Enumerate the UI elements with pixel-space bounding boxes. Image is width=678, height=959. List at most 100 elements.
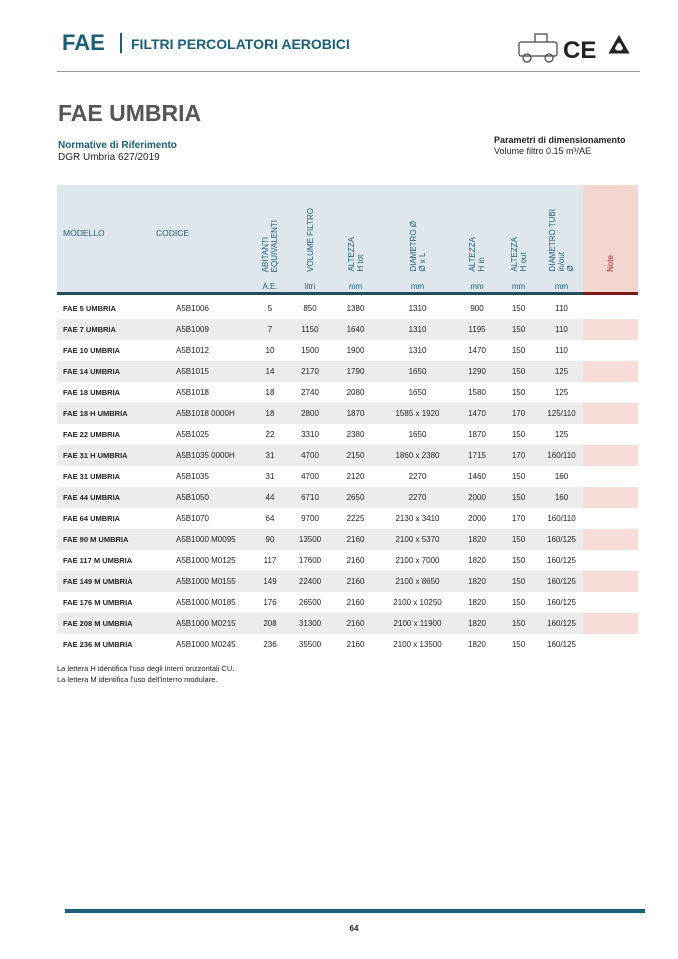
table-cell: 44: [253, 487, 287, 508]
table-row: FAE 5 UMBRIA A5B1006 5 850 1380 1310 900 150 110: [57, 294, 638, 320]
unit-cell: [150, 280, 253, 295]
title: FAE UMBRIA: [58, 100, 202, 126]
table-cell: 160/125: [547, 598, 576, 607]
table-cell: 900: [470, 304, 484, 313]
table-cell: 1195: [457, 319, 497, 340]
table-cell: 1500: [301, 346, 319, 355]
header-cell: ABITANTI EQUIVALENTI: [253, 185, 287, 280]
table-cell: 2650: [333, 487, 378, 508]
table-cell: 2160: [333, 613, 378, 634]
table-cell: 208: [253, 613, 287, 634]
page-number: 64: [349, 924, 359, 933]
brand: FAE: [62, 30, 105, 55]
table-cell: A5B1018 0000H: [150, 403, 253, 424]
table-cell: 160/110: [547, 514, 576, 523]
table-cell: 1580: [468, 388, 486, 397]
table-cell: 160: [540, 487, 583, 508]
table-cell: FAE 31 H UMBRIA: [57, 445, 150, 466]
table-cell: FAE 117 M UMBRIA: [63, 556, 133, 565]
table-cell: 2100 x 5370: [378, 529, 457, 550]
table-cell: A5B1000 M0095: [150, 529, 253, 550]
product-table: MODELLO CODICE ABITANTI EQUIVALENTI VOLUME F…: [57, 185, 638, 655]
table-cell: A5B1035: [176, 472, 209, 481]
table-cell: 4700: [301, 472, 319, 481]
unit-cell: mm: [540, 280, 583, 295]
table-cell: 1820: [457, 613, 497, 634]
table-cell: 150: [511, 346, 526, 355]
table-cell: 150: [497, 487, 540, 508]
table-cell: 31: [253, 445, 287, 466]
table-cell: FAE 208 M UMBRIA: [57, 613, 150, 634]
table-cell: 150: [497, 571, 540, 592]
table-cell: 2100 x 8650: [378, 571, 457, 592]
table-cell: 170: [511, 514, 526, 523]
table-cell: 160/125: [540, 613, 583, 634]
table-cell: 5: [267, 304, 273, 313]
table-cell: 26500: [298, 598, 322, 607]
table-row: FAE 31 H UMBRIA A5B1035 0000H 31 4700 2150 18…: [57, 445, 638, 466]
header-cell: ALTEZZA H in: [457, 185, 497, 280]
normative-label: Normative di Riferimento: [58, 140, 177, 151]
table-cell: 1715: [457, 445, 497, 466]
table-cell: 150: [511, 640, 526, 649]
table-cell: 2100 x 13500: [393, 640, 442, 649]
header-vertical: Note: [606, 255, 615, 272]
note-cell: [583, 613, 638, 634]
table-cell: 110: [555, 304, 568, 313]
table-cell: 1790: [333, 361, 378, 382]
header-text: VOLUME FILTRO: [305, 208, 315, 272]
table-cell: A5B1015: [150, 361, 253, 382]
table-cell: 149: [253, 571, 287, 592]
table-cell: 1310: [408, 346, 427, 355]
table-cell: 160: [554, 472, 569, 481]
table-row: FAE 18 UMBRIA A5B1018 18 2740 2080 1650 1580 15…: [57, 382, 638, 403]
table-cell: FAE 18 H UMBRIA: [57, 403, 150, 424]
table-cell: 4700: [287, 445, 333, 466]
note-cell: [583, 361, 638, 382]
units-row: A.E. litri mm mm mm mm mm: [57, 280, 638, 295]
table-cell: 125/110: [540, 403, 583, 424]
table-row: FAE 149 M UMBRIA A5B1000 M0155 149 22400 216…: [57, 571, 638, 592]
table-cell: A5B1000 M0185: [176, 598, 236, 607]
table-cell: 31: [265, 472, 275, 481]
table-cell: A5B1035 0000H: [150, 445, 253, 466]
table-cell: 90: [253, 529, 287, 550]
header-text: H tot: [355, 255, 365, 272]
table-cell: 31300: [287, 613, 333, 634]
table-cell: 1310: [408, 304, 427, 313]
table-row: FAE 176 M UMBRIA A5B1000 M0185 176 26500 216…: [57, 592, 638, 613]
note-cell: [583, 571, 638, 592]
table-row: FAE 10 UMBRIA A5B1012 10 1500 1900 1310 1470 15…: [57, 340, 638, 361]
table-cell: 1820: [468, 598, 486, 607]
table-row: FAE 7 UMBRIA A5B1009 7 1150 1640 1310 1195 150 1…: [57, 319, 638, 340]
table-cell: 14: [253, 361, 287, 382]
table-cell: FAE 44 UMBRIA: [57, 487, 150, 508]
table-cell: 236: [263, 640, 277, 649]
table-cell: 150: [497, 613, 540, 634]
table-row: FAE 208 M UMBRIA A5B1000 M0215 208 31300 216…: [57, 613, 638, 634]
table-cell: FAE 149 M UMBRIA: [57, 571, 150, 592]
table-cell: 64: [265, 514, 275, 523]
note-cell: [583, 550, 638, 571]
table-cell: A5B1000 M0125: [176, 556, 236, 565]
table-cell: 2150: [333, 445, 378, 466]
logos: CE: [518, 33, 630, 64]
header-text: CODICE: [156, 227, 190, 238]
unit-cell: mm: [457, 280, 497, 295]
header-text: MODELLO: [63, 227, 105, 238]
table-cell: 18: [265, 388, 275, 397]
header-text: H in: [477, 257, 486, 272]
table-cell: FAE 236 M UMBRIA: [63, 640, 133, 649]
header-text: ABITANTI: [261, 236, 270, 272]
table-cell: 1380: [346, 304, 365, 313]
table-cell: 2100 x 11900: [378, 613, 457, 634]
table-cell: 160/125: [540, 571, 583, 592]
table-cell: 35500: [298, 640, 322, 649]
note-cell: [583, 294, 638, 320]
table-cell: 1820: [457, 529, 497, 550]
table-cell: 1310: [378, 319, 457, 340]
header-text: Note: [606, 255, 615, 272]
table-cell: 7: [253, 319, 287, 340]
